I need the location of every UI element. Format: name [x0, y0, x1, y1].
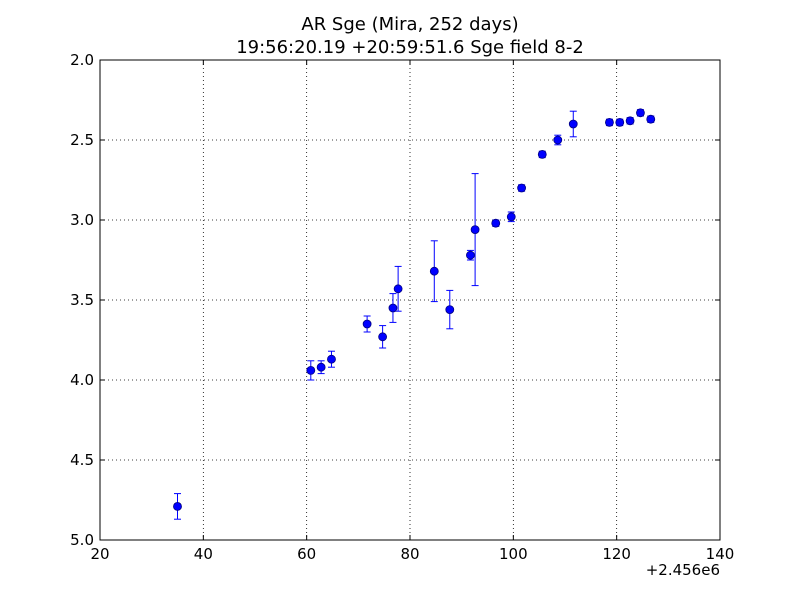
y-tick-label: 4.5: [70, 451, 94, 469]
data-point: [327, 354, 336, 364]
data-point: [470, 225, 480, 235]
y-axis-ticks: 2.0 2.5 3.0 3.5 4.0 4.5 5.0: [70, 51, 720, 549]
data-point: [537, 149, 547, 159]
y-tick-label: 2.0: [70, 51, 94, 69]
grid-lines: [100, 60, 720, 540]
x-tick-label: 100: [499, 545, 528, 563]
x-tick-label: 40: [194, 545, 213, 563]
data-point: [316, 362, 326, 372]
y-tick-label: 3.0: [70, 211, 94, 229]
data-point: [553, 135, 563, 145]
data-point: [362, 319, 372, 329]
x-tick-label: 60: [297, 545, 316, 563]
x-tick-label: 20: [90, 545, 109, 563]
data-points: [173, 108, 656, 511]
data-point: [568, 119, 578, 129]
data-point: [615, 118, 625, 127]
data-point: [378, 332, 388, 342]
data-point: [388, 303, 398, 313]
data-point: [393, 284, 403, 294]
y-tick-label: 3.5: [70, 291, 94, 309]
data-point: [429, 266, 439, 276]
data-point: [466, 250, 475, 260]
y-tick-label: 4.0: [70, 371, 94, 389]
x-tick-label: 140: [706, 545, 735, 563]
chart-subtitle: 19:56:20.19 +20:59:51.6 Sge field 8-2: [236, 37, 584, 58]
data-point: [636, 108, 645, 118]
x-offset-label: +2.456e6: [646, 561, 720, 579]
data-point: [491, 218, 501, 228]
data-point: [306, 365, 316, 375]
data-point: [506, 212, 516, 222]
data-point: [173, 501, 182, 511]
data-point: [646, 114, 656, 124]
data-point: [605, 118, 614, 127]
y-tick-label: 2.5: [70, 131, 94, 149]
data-point: [517, 183, 526, 193]
x-axis-ticks: 20 40 60 80 100 120 140: [90, 60, 734, 563]
x-tick-label: 80: [400, 545, 419, 563]
data-point: [625, 116, 635, 126]
data-point: [445, 305, 455, 315]
y-tick-label: 5.0: [70, 531, 94, 549]
chart-title: AR Sge (Mira, 252 days): [301, 14, 518, 35]
x-tick-label: 120: [602, 545, 631, 563]
